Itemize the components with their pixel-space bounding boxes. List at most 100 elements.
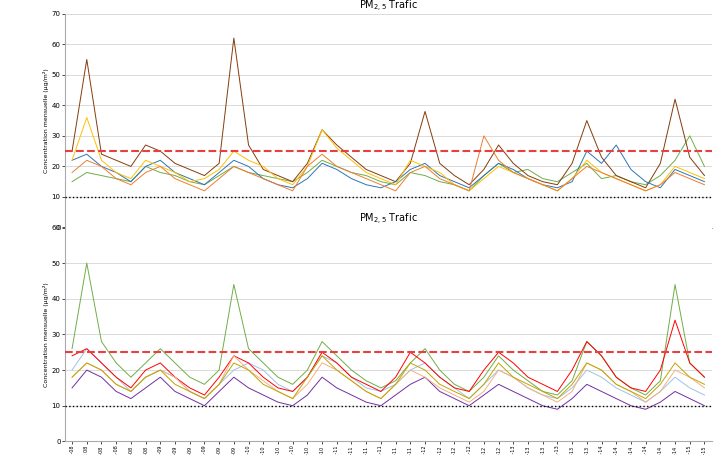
Strasbourg: [523, 176, 532, 182]
Clermont Ferrand: [539, 392, 547, 398]
Rouen: [480, 382, 488, 387]
Lyon: [127, 164, 135, 169]
Grenoble: [377, 385, 385, 390]
Lille: [347, 170, 356, 175]
Strasbourg: [671, 164, 679, 169]
Paris: [377, 389, 385, 394]
Marseille: [626, 167, 635, 172]
Marseille: [83, 152, 91, 157]
Toulouse: [186, 389, 194, 394]
Rouen: [347, 378, 356, 384]
Le Havre: [170, 389, 179, 394]
Toulouse: [112, 382, 121, 387]
Rennes: [671, 170, 679, 175]
Grenoble: [215, 367, 224, 373]
Grenoble: [509, 367, 518, 373]
Grenoble: [553, 392, 562, 398]
Grenoble: [436, 367, 444, 373]
Marseille: [97, 164, 106, 169]
Rennes: [362, 176, 370, 182]
Clermont Ferrand: [170, 374, 179, 380]
Lille: [229, 164, 238, 169]
Rouen: [377, 396, 385, 401]
Paris: [347, 374, 356, 380]
Rouen: [612, 382, 620, 387]
X-axis label: Année: Année: [376, 253, 400, 263]
Paris: [671, 318, 679, 323]
Rennes: [406, 170, 415, 175]
Toulouse: [229, 353, 238, 359]
Marseille: [464, 185, 473, 191]
Lille: [568, 170, 577, 175]
Paris: [539, 382, 547, 387]
Marseille: [436, 173, 444, 178]
Lille: [494, 161, 503, 166]
Strasbourg: [391, 182, 400, 187]
Paris: [391, 374, 400, 380]
Clermont Ferrand: [450, 385, 459, 390]
Rennes: [244, 170, 253, 175]
Marseille: [141, 164, 150, 169]
Line: Grenoble: Grenoble: [72, 263, 705, 395]
Lille: [112, 176, 121, 182]
Strasbourg: [303, 164, 311, 169]
Toulouse: [539, 392, 547, 398]
Toulouse: [450, 392, 459, 398]
Rennes: [97, 164, 106, 169]
Lille: [406, 170, 415, 175]
Marseille: [582, 148, 591, 154]
Rouen: [406, 360, 415, 366]
Rennes: [68, 170, 76, 175]
Lille: [641, 182, 650, 187]
Lyon: [436, 161, 444, 166]
Strasbourg: [539, 182, 547, 187]
Paris: [421, 360, 429, 366]
Paris: [641, 389, 650, 394]
Line: Marseille: Marseille: [72, 145, 705, 188]
Paris: [626, 385, 635, 390]
Lyon: [83, 57, 91, 62]
Le Havre: [626, 403, 635, 409]
Rouen: [127, 389, 135, 394]
Marseille: [656, 185, 664, 191]
Le Havre: [421, 374, 429, 380]
Rennes: [553, 188, 562, 193]
Clermont Ferrand: [700, 392, 709, 398]
Marseille: [156, 157, 165, 163]
Clermont Ferrand: [436, 374, 444, 380]
Toulouse: [170, 374, 179, 380]
Le Havre: [200, 403, 209, 409]
Toulouse: [656, 389, 664, 394]
Line: Rennes: Rennes: [72, 136, 705, 191]
Lyon: [641, 185, 650, 191]
Le Havre: [612, 396, 620, 401]
Rennes: [539, 182, 547, 187]
Marseille: [112, 170, 121, 175]
Marseille: [274, 182, 283, 187]
Lyon: [288, 179, 297, 184]
Line: Toulouse: Toulouse: [72, 356, 705, 402]
Strasbourg: [68, 157, 76, 163]
Clermont Ferrand: [582, 367, 591, 373]
Lille: [186, 179, 194, 184]
Rennes: [494, 157, 503, 163]
Paris: [597, 353, 606, 359]
Clermont Ferrand: [318, 353, 326, 359]
Strasbourg: [141, 157, 150, 163]
Title: PM$_{2,5}$ Trafic: PM$_{2,5}$ Trafic: [359, 0, 418, 14]
Le Havre: [406, 382, 415, 387]
Lille: [362, 173, 370, 178]
Paris: [170, 374, 179, 380]
Paris: [582, 339, 591, 344]
Lille: [671, 157, 679, 163]
Toulouse: [97, 367, 106, 373]
Grenoble: [421, 346, 429, 351]
Strasbourg: [406, 157, 415, 163]
Strasbourg: [274, 176, 283, 182]
Grenoble: [83, 260, 91, 266]
Paris: [480, 367, 488, 373]
Marseille: [700, 179, 709, 184]
Grenoble: [539, 389, 547, 394]
Le Havre: [436, 389, 444, 394]
Le Havre: [141, 385, 150, 390]
